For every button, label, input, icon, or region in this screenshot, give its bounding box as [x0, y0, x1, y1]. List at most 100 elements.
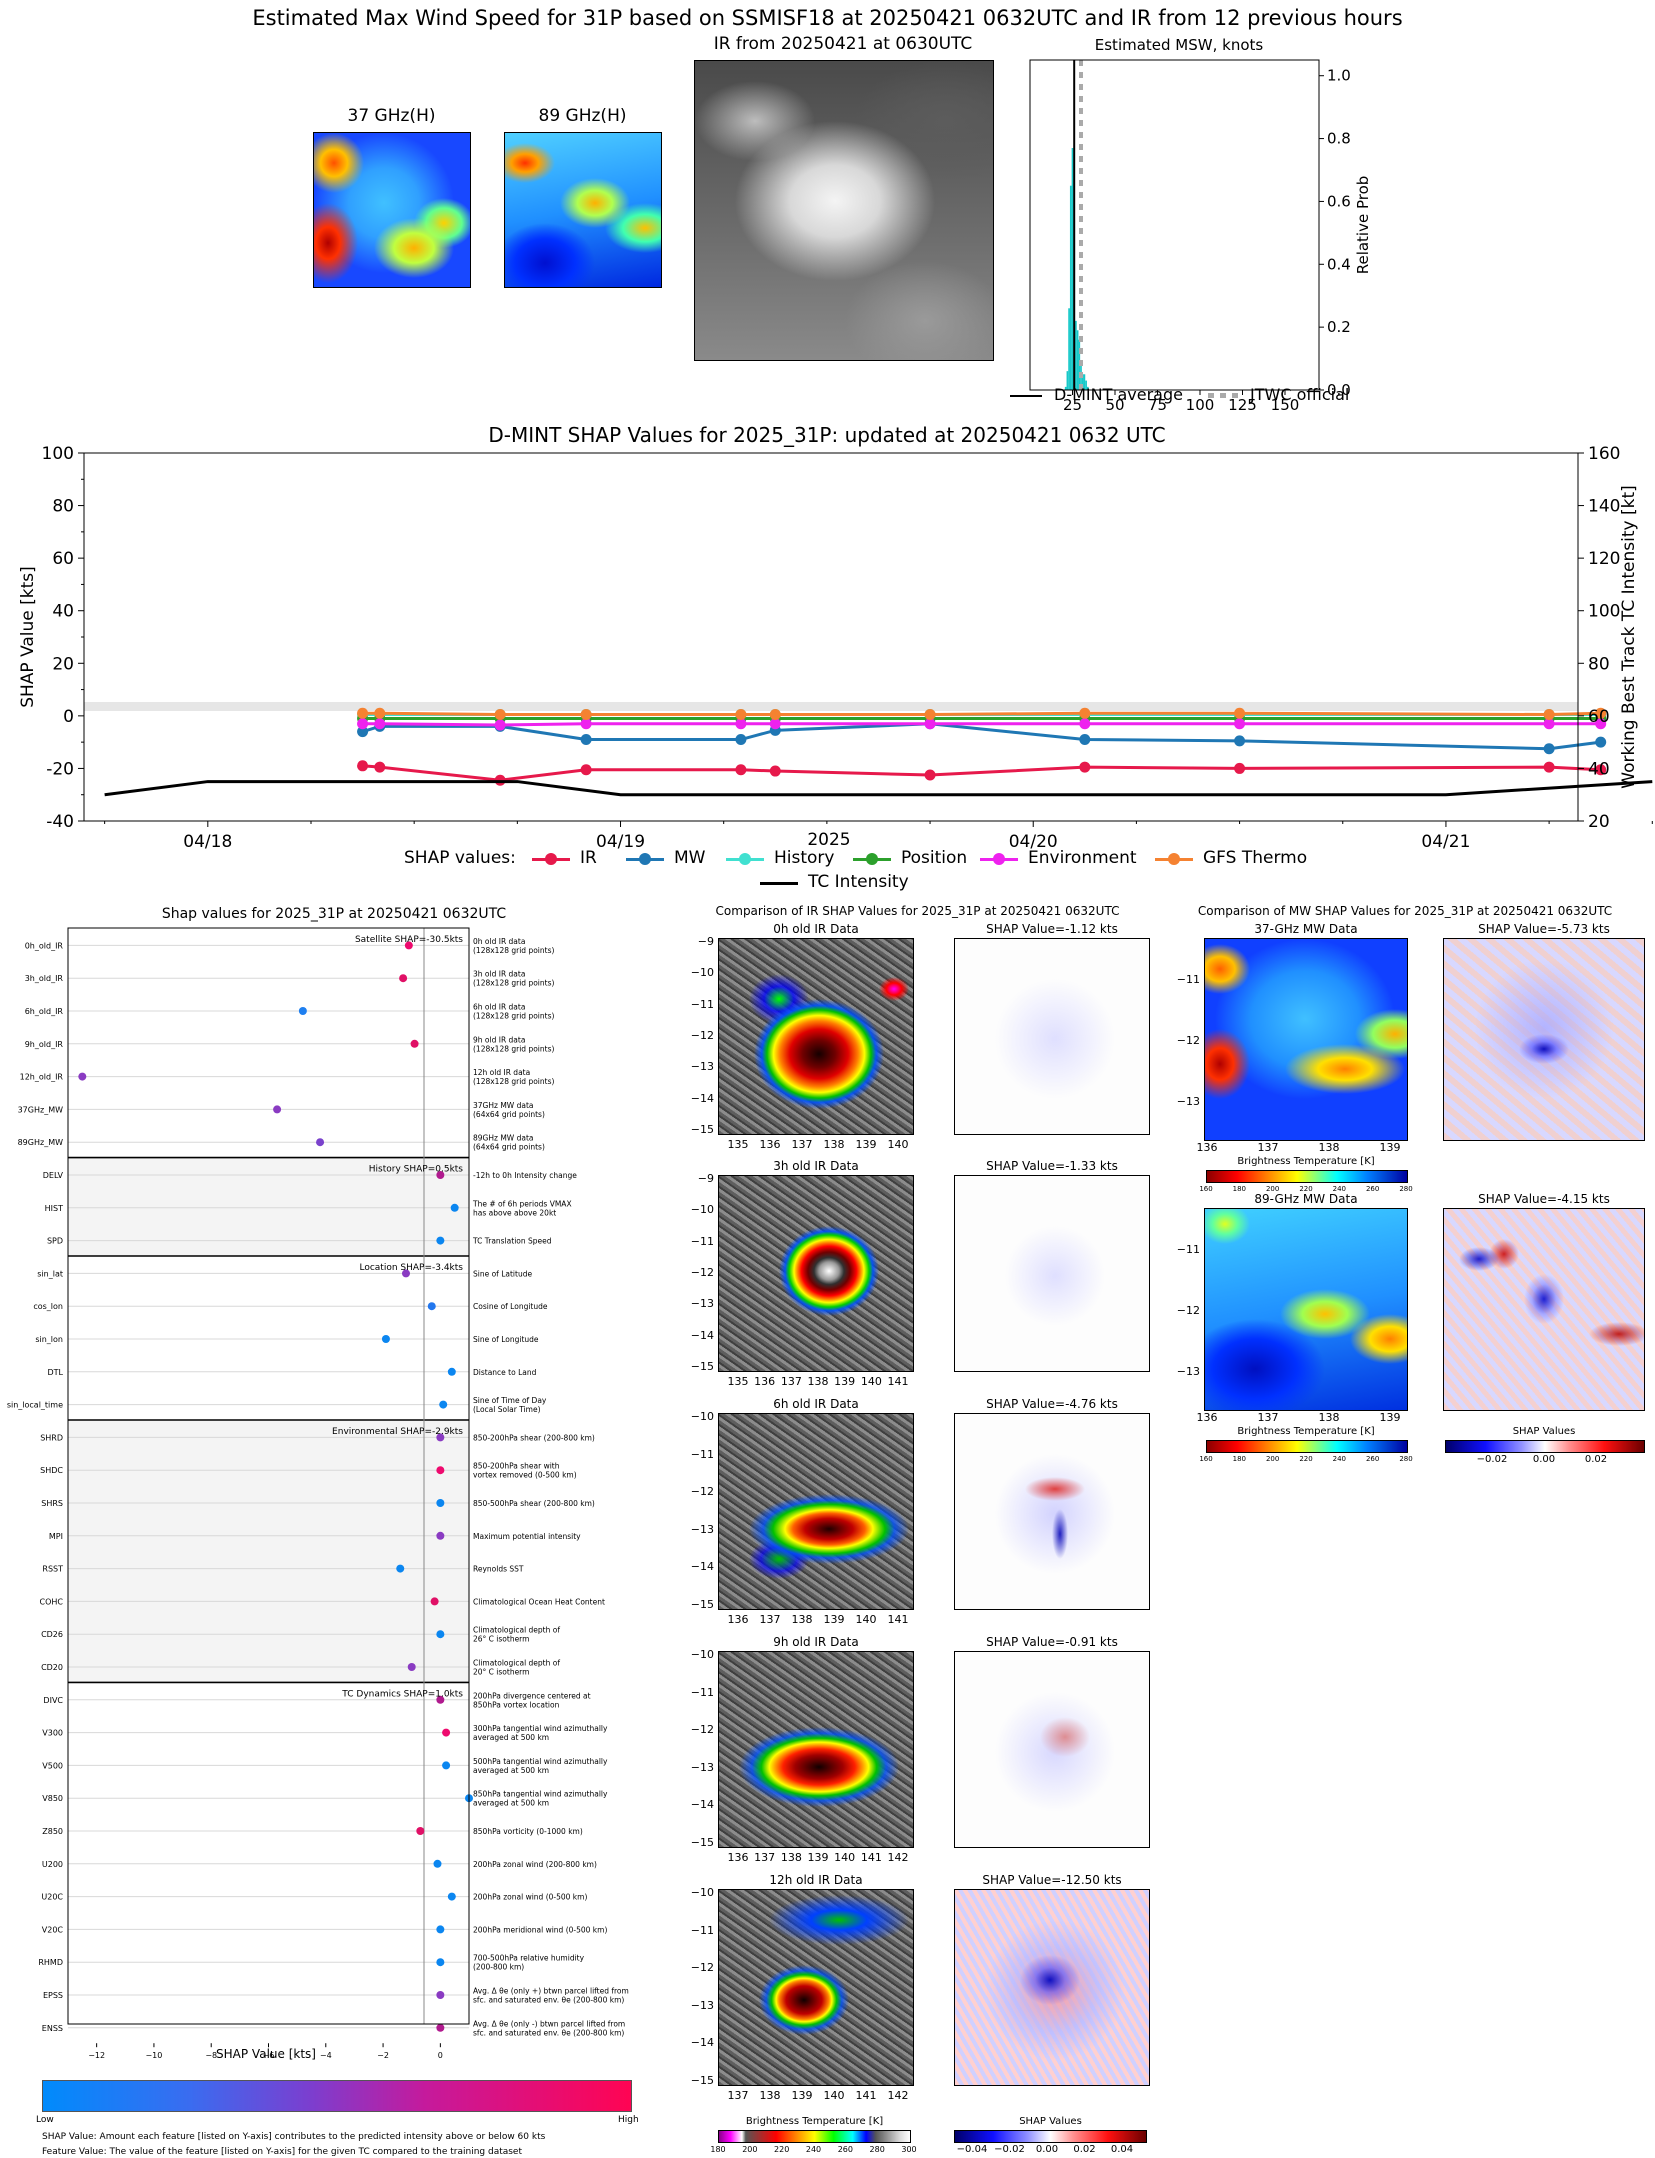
ir-ytick-label: −11 [690, 1447, 714, 1461]
ts-legend-label: Position [901, 848, 968, 868]
mw-xtick-label: 139 [1379, 1411, 1401, 1424]
ir-ytick-label: −11 [690, 1234, 714, 1248]
mw-shap-tick: 0.00 [1532, 1454, 1556, 1465]
ir-thumbnail [694, 60, 994, 361]
hist-xtick-label: 100 [1186, 396, 1215, 414]
mw-ytick-label: −13 [1176, 1365, 1200, 1378]
mw-shap-tick: 0.02 [1584, 1454, 1608, 1465]
hist-bar [1068, 308, 1070, 390]
ir-panel-title: 3h old IR Data [773, 1159, 859, 1173]
mw37-thumbnail [313, 132, 471, 288]
ir-xtick-label: 136 [727, 1613, 749, 1626]
ir-ytick-label: −10 [690, 1410, 714, 1423]
ir-xtick-label: 141 [860, 1851, 882, 1864]
feat-desc: 850-200hPa shear with [473, 1462, 560, 1471]
ts-legend-prefix: SHAP values: [404, 848, 516, 868]
feat-xtick-label: 0 [438, 2051, 443, 2060]
ir-bt-tick: 280 [869, 2145, 885, 2154]
mw-bt-colorbar [1206, 1170, 1408, 1183]
ts-xticks: 04/18 04/19 04/20 04/21 [104, 821, 1653, 852]
ts-ytick-right-label: 20 [1588, 812, 1610, 832]
ts-ytick-right-label: 80 [1588, 654, 1610, 674]
ts-legend-marker [739, 853, 751, 865]
mw-bt-colorbar [1206, 1440, 1408, 1453]
feat-name: V300 [42, 1729, 63, 1738]
feat-point [442, 1761, 451, 1770]
ts-series-point [580, 718, 592, 730]
legend-dmint-swatch [1010, 395, 1042, 397]
mw-bt-tick: 240 [1332, 1185, 1347, 1193]
ts-zero-band [84, 702, 1578, 711]
ts-legend-marker [545, 853, 557, 865]
mw-bt-label: Brightness Temperature [K] [1237, 1426, 1375, 1437]
feat-point [436, 1958, 445, 1967]
ir-thumb-title: IR from 20250421 at 0630UTC [713, 34, 973, 54]
feat-point [436, 1236, 445, 1245]
feat-name: COHC [40, 1597, 64, 1606]
ts-series-point [735, 764, 747, 776]
main-title: Estimated Max Wind Speed for 31P based o… [252, 6, 1403, 30]
ir-panel-title: 6h old IR Data [773, 1397, 859, 1411]
ir-xtick-label: 138 [780, 1851, 802, 1864]
feat-desc: (128x128 grid points) [473, 1012, 554, 1021]
feat-desc: (128x128 grid points) [473, 1044, 554, 1053]
ir-xtick-label: 142 [887, 2089, 909, 2102]
ir-panel-title: 9h old IR Data [773, 1635, 859, 1649]
feat-desc: Cosine of Longitude [473, 1302, 548, 1311]
mw-xtick-label: 138 [1318, 1141, 1340, 1154]
feat-group-label: Satellite SHAP=-30.5kts [355, 935, 463, 945]
feat-point [410, 1039, 419, 1048]
ir-xtick-label: 136 [754, 1375, 776, 1388]
ts-series-line [362, 722, 1601, 751]
feat-desc: Sine of Latitude [473, 1269, 532, 1278]
hist-bar [1081, 374, 1084, 390]
feat-name: U20C [41, 1893, 63, 1902]
feat-point [436, 1171, 445, 1179]
ts-yticks-left: -40 -20 0 20 40 60 80 100 [42, 444, 84, 832]
ts-legend-label: IR [580, 848, 597, 868]
msw-histogram-chart: Estimated MSW, knots 25 50 75 100 125 150 0.0… [1029, 36, 1370, 414]
feat-desc: averaged at 500 km [473, 1733, 549, 1742]
feat-point [433, 1859, 442, 1868]
mw-bt-tick: 220 [1299, 1185, 1313, 1193]
feat-xtick-label: −2 [377, 2051, 389, 2060]
feat-desc: vortex removed (0-500 km) [473, 1471, 577, 1480]
mw-bt-label: Brightness Temperature [K] [1237, 1156, 1375, 1167]
feat-name: EPSS [43, 1991, 63, 2000]
feat-point [436, 1695, 445, 1704]
mw-shap-image [1443, 938, 1645, 1141]
ir-shap-title: SHAP Value=-1.33 kts [986, 1159, 1118, 1173]
feat-name: 0h_old_IR [25, 941, 64, 950]
feat-title: Shap values for 2025_31P at 20250421 063… [162, 906, 507, 922]
feat-desc: (64x64 grid points) [473, 1143, 545, 1152]
ts-series-point [1079, 718, 1091, 730]
hist-bar [1086, 386, 1089, 390]
hist-legend: D-MINT average JTWC official [1010, 385, 1350, 407]
mw-bt-tick: 280 [1399, 1455, 1413, 1463]
ts-legend-label: Environment [1028, 848, 1137, 868]
ir-bt-tick: 220 [774, 2145, 790, 2154]
feat-point [436, 1499, 445, 1507]
mw-bt-tick: 180 [1232, 1455, 1247, 1463]
ir-shap-image [954, 1889, 1150, 2086]
ts-series-point [580, 764, 592, 776]
feat-group-label: History SHAP=0.5kts [369, 1165, 464, 1175]
ir-ytick-label: −15 [690, 1836, 714, 1849]
ir-ytick-label: −14 [690, 1560, 714, 1574]
mw-shap-image [1443, 1208, 1645, 1411]
feat-point [436, 1466, 445, 1475]
ts-ytick-right-label: 60 [1588, 707, 1610, 727]
ir-bt-tick: 260 [837, 2145, 853, 2154]
ir-ytick-label: −10 [690, 966, 714, 980]
feat-desc: averaged at 500 km [473, 1766, 549, 1775]
ir-ytick-label: −15 [690, 1123, 714, 1136]
ts-ytick-right-label: 40 [1588, 759, 1610, 779]
ir-shap-image [954, 1413, 1150, 1610]
mw-shap-title: SHAP Value=-4.15 kts [1478, 1192, 1610, 1206]
ir-bt-tick: 300 [901, 2145, 917, 2154]
feat-point [447, 1892, 456, 1901]
ir-shap-tick: −0.02 [994, 2144, 1025, 2155]
ir-ytick-label: −13 [690, 1297, 714, 1311]
ts-ytick-label: 20 [52, 654, 74, 674]
mw-shap-tick: −0.02 [1476, 1454, 1508, 1465]
